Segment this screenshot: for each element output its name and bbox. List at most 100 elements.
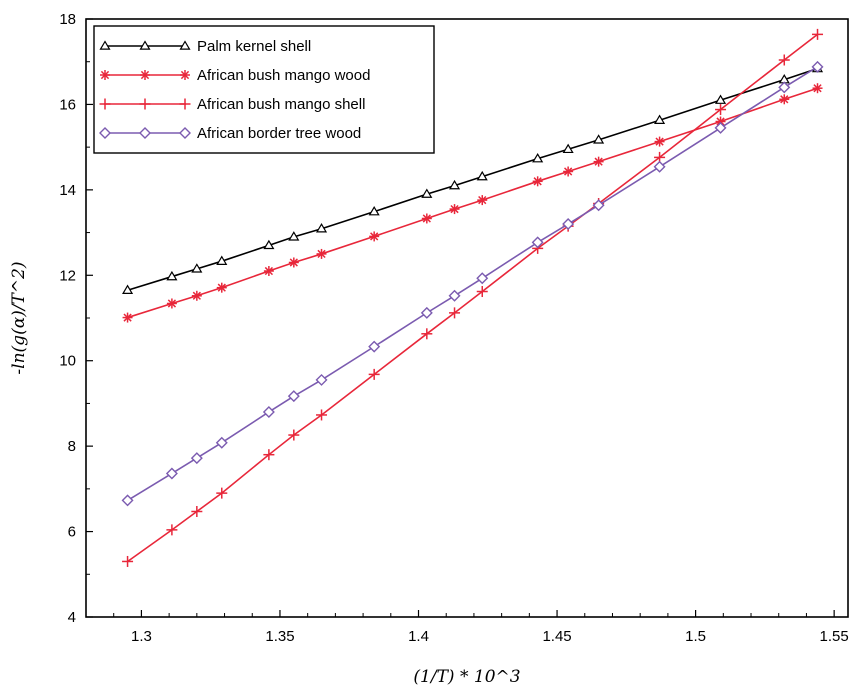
data-point (216, 282, 227, 293)
data-point (263, 449, 275, 461)
data-point (449, 307, 461, 319)
x-axis-label: (1/T) * 10^3 (413, 667, 520, 687)
data-point (288, 257, 299, 268)
data-point (593, 156, 604, 167)
legend-entry: African bush mango wood (100, 67, 370, 84)
legend-label: African bush mango shell (197, 96, 365, 113)
series-1 (122, 83, 823, 323)
legend-marker (99, 98, 111, 110)
data-point (288, 231, 300, 241)
data-point (316, 409, 328, 421)
data-point (263, 239, 275, 250)
legend-marker (179, 40, 191, 50)
data-point (216, 255, 228, 265)
data-point (448, 179, 461, 190)
data-point (191, 505, 203, 517)
data-point (593, 134, 605, 144)
legend-box (93, 25, 435, 154)
data-point (421, 213, 432, 224)
data-point (531, 236, 544, 249)
y-tick-label: 16 (59, 96, 76, 113)
legend-label: African bush mango wood (197, 67, 370, 84)
legend: Palm kernel shell African bush mango wood… (93, 25, 435, 154)
data-point (165, 467, 178, 480)
series-line (127, 67, 818, 292)
legend-entry: African bush mango shell (99, 96, 365, 113)
data-point (263, 266, 274, 277)
legend-marker (139, 98, 151, 110)
data-point (121, 494, 134, 507)
data-point (315, 373, 328, 386)
data-point (476, 272, 489, 285)
data-point (715, 116, 726, 127)
series-3 (121, 60, 824, 507)
y-tick-label: 4 (68, 609, 76, 626)
data-point (812, 28, 824, 40)
data-point (166, 524, 178, 536)
legend-marker (100, 70, 110, 80)
data-point (532, 152, 544, 163)
data-point (287, 390, 300, 403)
data-point (715, 104, 727, 116)
x-tick-label: 1.5 (685, 628, 706, 645)
data-point (562, 143, 574, 154)
data-point (812, 83, 823, 94)
data-point (215, 436, 228, 449)
legend-label: African border tree wood (197, 125, 361, 142)
data-point (190, 452, 203, 465)
x-tick-label: 1.3 (131, 628, 152, 645)
data-point (315, 223, 328, 233)
y-tick-label: 18 (59, 11, 76, 28)
y-axis-label: -ln(g(α)/T^2) (9, 261, 29, 374)
x-tick-label: 1.55 (820, 628, 849, 645)
data-point (216, 487, 228, 499)
data-point (122, 555, 134, 567)
data-point (191, 290, 202, 301)
plot-marks (121, 28, 824, 567)
data-point (476, 170, 488, 181)
legend-marker (180, 70, 190, 80)
data-point (368, 368, 380, 380)
data-point (563, 166, 574, 177)
data-point (654, 114, 666, 124)
data-point (778, 54, 790, 66)
axis-ticks: 1.3 1.35 1.4 1.45 1.5 1.55 4 6 8 10 12 14 16 18 (59, 11, 848, 645)
data-point (714, 121, 727, 134)
series-0 (122, 62, 824, 294)
data-point (166, 298, 177, 309)
legend-marker (179, 98, 191, 110)
data-point (368, 205, 380, 216)
data-point (714, 94, 727, 104)
legend-marker (99, 127, 111, 139)
y-tick-label: 6 (68, 524, 76, 541)
legend-marker (140, 70, 150, 80)
data-point (421, 328, 433, 340)
series-line (127, 33, 819, 563)
x-tick-label: 1.4 (408, 628, 429, 645)
legend-marker (179, 127, 191, 139)
legend-marker (139, 127, 151, 139)
data-point (449, 204, 460, 215)
data-point (262, 405, 275, 418)
data-point (592, 199, 605, 212)
data-point (421, 188, 433, 198)
data-point (779, 94, 790, 105)
data-point (368, 340, 381, 353)
x-tick-label: 1.35 (265, 628, 294, 645)
x-tick-label: 1.45 (542, 628, 571, 645)
data-point (654, 136, 665, 147)
data-point (448, 289, 461, 302)
y-tick-label: 10 (59, 353, 76, 370)
y-tick-label: 8 (68, 438, 76, 455)
data-point (122, 312, 133, 323)
legend-marker (99, 40, 111, 50)
series-line (127, 66, 818, 502)
legend-marker (139, 40, 151, 50)
data-point (778, 81, 791, 94)
series-line (127, 87, 818, 319)
data-point (653, 160, 666, 173)
data-point (477, 195, 488, 206)
legend-entry: Palm kernel shell (99, 38, 311, 55)
